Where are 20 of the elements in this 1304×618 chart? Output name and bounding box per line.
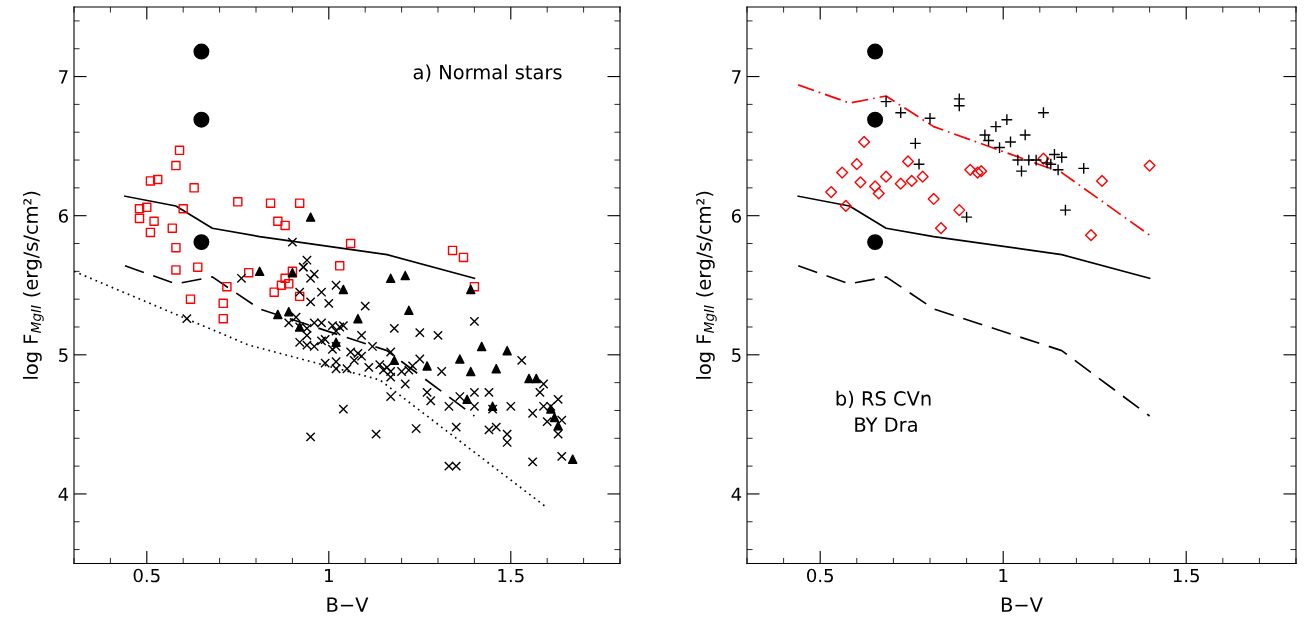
annotation: b) RS CVn BY Dra <box>836 390 931 432</box>
y-tick-label: 4 <box>731 487 742 501</box>
x-axis-title: B−V <box>1001 597 1043 612</box>
x-tick-label: 1 <box>325 568 333 583</box>
y-tick-label: 5 <box>59 348 68 362</box>
annotation: a) Normal stars <box>413 64 562 82</box>
x-tick-label: 1 <box>999 568 1008 583</box>
x-axis-title: B−V <box>327 597 369 612</box>
y-tick-label: 7 <box>732 70 741 84</box>
y-tick-label: 6 <box>731 209 741 223</box>
y-tick-label: 7 <box>59 70 68 84</box>
x-tick-label: 0.5 <box>807 568 833 583</box>
y-axis-title: log F$_{MgII}$ (erg/s/cm²) <box>22 191 44 379</box>
y-tick-label: 5 <box>732 348 741 362</box>
x-tick-label: 1.5 <box>1173 568 1199 583</box>
y-tick-label: 4 <box>58 487 69 501</box>
x-tick-label: 0.5 <box>133 568 160 583</box>
x-tick-label: 1.5 <box>498 568 524 583</box>
y-tick-label: 6 <box>58 209 68 223</box>
y-axis-title: log F$_{MgII}$ (erg/s/cm²) <box>695 191 717 379</box>
